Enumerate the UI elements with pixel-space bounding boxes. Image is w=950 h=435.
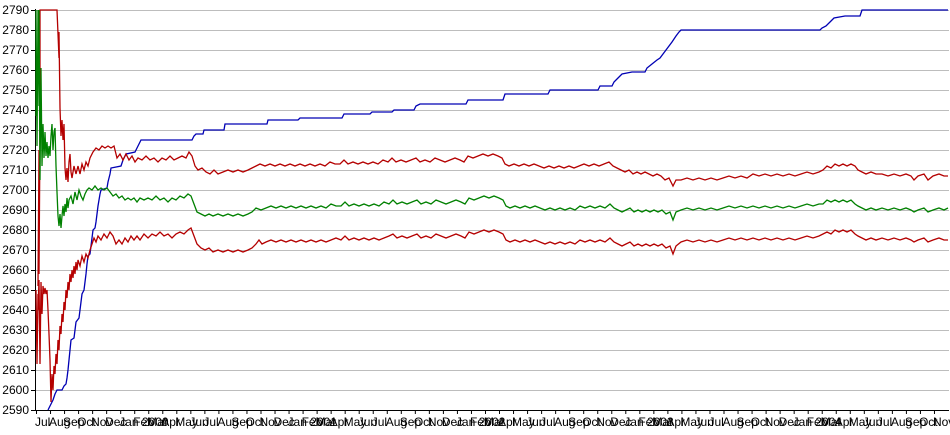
y-tick-label: 2630 — [2, 323, 29, 337]
x-tick-label: Mar — [147, 415, 168, 429]
x-tick-label: Dec — [105, 415, 126, 429]
x-tick-label: Dec — [779, 415, 800, 429]
y-tick-label: 2590 — [2, 403, 29, 417]
x-tick-label: Apr — [666, 415, 685, 429]
y-tick-label: 2760 — [2, 63, 29, 77]
x-tick-label: Feb — [302, 415, 323, 429]
y-tick-label: 2610 — [2, 363, 29, 377]
x-tick-label: Aug — [723, 415, 744, 429]
y-tick-label: 2780 — [2, 23, 29, 37]
y-tick-label: 2690 — [2, 203, 29, 217]
x-tick-label: Mar — [316, 415, 337, 429]
x-tick-label: Feb — [133, 415, 154, 429]
y-gridlines — [36, 10, 949, 391]
x-tick-label: Jun — [189, 415, 208, 429]
x-tick-label: Jul — [540, 415, 555, 429]
x-tick-label: Apr — [161, 415, 180, 429]
x-tick-label: Nov — [91, 415, 112, 429]
x-tick-label: Jun — [358, 415, 377, 429]
x-tick-label: Apr — [498, 415, 517, 429]
x-tick-label: Sep — [737, 415, 759, 429]
y-axis-labels: 2590 2600 2610 2620 2630 2640 2650 2660 2670 2680… — [2, 3, 35, 417]
y-tick-label: 2650 — [2, 283, 29, 297]
y-tick-label: 2670 — [2, 243, 29, 257]
x-tick-label: Mar — [821, 415, 842, 429]
series-blue-rising — [47, 9, 948, 411]
x-tick-label: Dec — [610, 415, 631, 429]
x-tick-label: Sep — [905, 415, 927, 429]
y-tick-label: 2620 — [2, 343, 29, 357]
y-tick-label: 2640 — [2, 303, 29, 317]
x-tick-label: Jan 2002 — [456, 415, 506, 429]
y-tick-label: 2710 — [2, 163, 29, 177]
x-tick-label: Sep — [231, 415, 253, 429]
y-tick-label: 2730 — [2, 123, 29, 137]
x-tick-label: Sep — [568, 415, 590, 429]
x-tick-label: Apr — [330, 415, 349, 429]
x-tick-label: Jan 2001 — [288, 415, 338, 429]
x-tick-label: Feb — [638, 415, 659, 429]
series-red-lower — [35, 227, 948, 403]
x-tick-label: Dec — [442, 415, 463, 429]
y-tick-label: 2720 — [2, 143, 29, 157]
x-tick-label: Oct — [245, 415, 264, 429]
x-tick-label: Nov — [428, 415, 449, 429]
x-tick-label: Jan 2004 — [793, 415, 843, 429]
x-tick-label: Nov — [259, 415, 280, 429]
x-tick-label: Aug — [49, 415, 70, 429]
y-tick-label: 2600 — [2, 383, 29, 397]
x-tick-label: Jun — [694, 415, 713, 429]
series-red-upper — [37, 9, 948, 287]
x-tick-label: Jun — [526, 415, 545, 429]
x-tick-label: Jun — [863, 415, 882, 429]
x-tick-label: Aug — [891, 415, 912, 429]
x-tick-label: Aug — [386, 415, 407, 429]
x-tick-label: May — [680, 415, 703, 429]
x-tick-label: Jan 2003 — [624, 415, 674, 429]
x-tick-label: Oct — [582, 415, 601, 429]
x-tick-label: Feb — [807, 415, 828, 429]
x-tick-label: Sep — [400, 415, 422, 429]
x-tick-label: Mar — [652, 415, 673, 429]
y-tick-label: 2680 — [2, 223, 29, 237]
x-tick-label: Apr — [835, 415, 854, 429]
x-tick-label: May — [175, 415, 198, 429]
x-tick-label: Jul — [708, 415, 723, 429]
x-tick-label: Dec — [274, 415, 295, 429]
x-tick-label: Nov — [765, 415, 786, 429]
x-tick-label: May — [512, 415, 535, 429]
x-tick-label: Nov — [933, 415, 950, 429]
x-tick-label: Oct — [77, 415, 96, 429]
x-tick-label: Oct — [919, 415, 938, 429]
y-tick-label: 2700 — [2, 183, 29, 197]
x-tick-label: Sep — [63, 415, 85, 429]
x-tick-label: May — [849, 415, 872, 429]
y-tick-label: 2770 — [2, 43, 29, 57]
x-tick-label: Jul — [372, 415, 387, 429]
x-tick-label: Mar — [484, 415, 505, 429]
x-tick-label: Jul — [203, 415, 218, 429]
x-tick-label: Jan 2000 — [119, 415, 169, 429]
y-tick-label: 2660 — [2, 263, 29, 277]
x-tick-label: May — [344, 415, 367, 429]
x-tick-label: Oct — [414, 415, 433, 429]
x-tick-label: Jul — [35, 415, 50, 429]
y-tick-label: 2750 — [2, 83, 29, 97]
y-tick-label: 2740 — [2, 103, 29, 117]
x-tick-label: Nov — [596, 415, 617, 429]
y-tick-label: 2790 — [2, 3, 29, 17]
x-tick-label: Feb — [470, 415, 491, 429]
x-tick-label: Aug — [554, 415, 575, 429]
x-tick-label: Oct — [751, 415, 770, 429]
x-tick-label: Aug — [217, 415, 238, 429]
series-green-middle — [35, 9, 949, 229]
x-tick-label: Jul — [877, 415, 892, 429]
